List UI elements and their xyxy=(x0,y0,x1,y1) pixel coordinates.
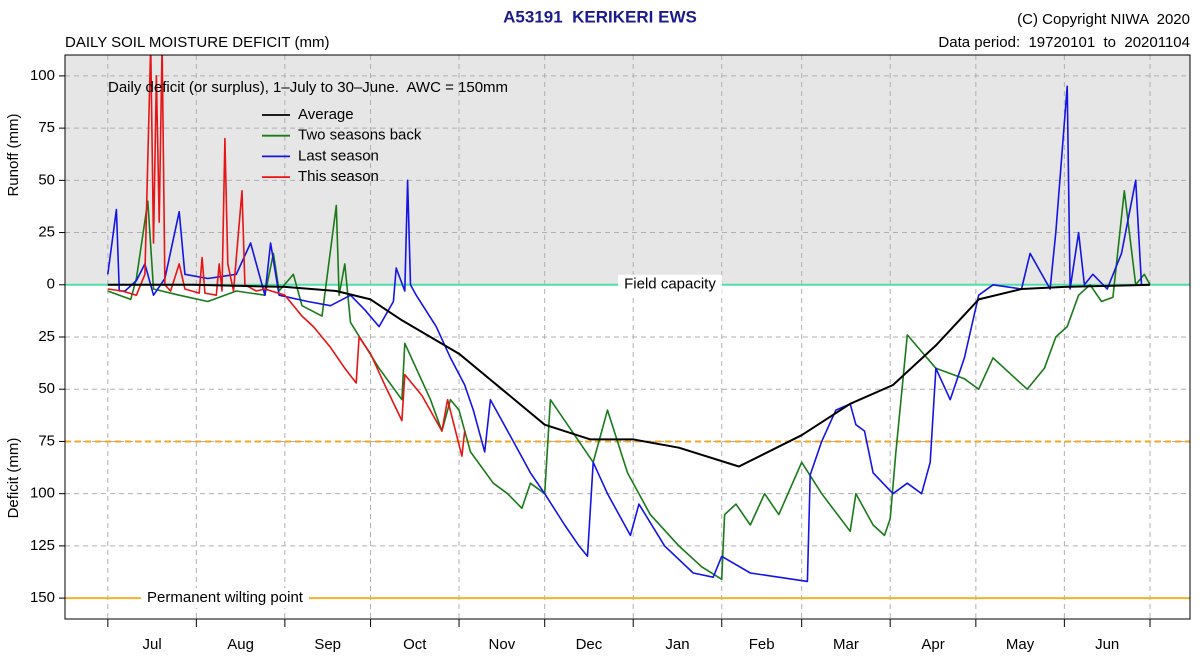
x-tick-label: Aug xyxy=(227,636,254,653)
y-tick-label: 25 xyxy=(38,224,55,241)
y-tick-label: 50 xyxy=(38,380,55,397)
x-tick-label: May xyxy=(1006,636,1035,653)
x-tick-label: Jun xyxy=(1095,636,1119,653)
y-tick-label: 100 xyxy=(30,485,55,502)
x-tick-label: Sep xyxy=(314,636,341,653)
reference-label: Permanent wilting point xyxy=(147,589,304,606)
y-tick-label: 25 xyxy=(38,328,55,345)
data-period: Data period: 19720101 to 20201104 xyxy=(938,34,1190,51)
series-line xyxy=(107,55,466,457)
y-axis-label: Runoff (mm) xyxy=(5,113,22,196)
x-tick-label: Feb xyxy=(749,636,775,653)
x-tick-label: Oct xyxy=(403,636,427,653)
label-background xyxy=(141,588,309,609)
x-tick-label: Jul xyxy=(142,636,161,653)
annotation: Daily deficit (or surplus), 1–July to 30… xyxy=(108,79,508,96)
series-line xyxy=(107,190,1151,581)
y-tick-label: 50 xyxy=(38,171,55,188)
legend-label: Two seasons back xyxy=(298,127,422,144)
runoff-zone xyxy=(65,55,1190,285)
y-tick-label: 0 xyxy=(47,276,55,293)
x-tick-label: Apr xyxy=(921,636,944,653)
series-line xyxy=(107,283,1151,468)
legend-label: This season xyxy=(298,168,379,185)
y-tick-label: 150 xyxy=(30,589,55,606)
reference-label: Field capacity xyxy=(624,276,716,293)
plot-frame xyxy=(64,54,1191,620)
copyright: (C) Copyright NIWA 2020 xyxy=(1017,11,1190,28)
y-tick-label: 125 xyxy=(30,537,55,554)
x-tick-label: Nov xyxy=(489,636,516,653)
legend-label: Last season xyxy=(298,147,379,164)
series-line xyxy=(107,85,1150,583)
x-tick-label: Dec xyxy=(576,636,603,653)
plot-area xyxy=(107,55,1151,583)
chart-title: A53191 KERIKERI EWS xyxy=(503,7,697,26)
label-background xyxy=(618,274,722,295)
y-tick-label: 100 xyxy=(30,67,55,84)
y-tick-label: 75 xyxy=(38,432,55,449)
chart-subtitle: DAILY SOIL MOISTURE DEFICIT (mm) xyxy=(65,34,329,51)
y-tick-label: 75 xyxy=(38,119,55,136)
x-tick-label: Mar xyxy=(833,636,859,653)
x-tick-label: Jan xyxy=(665,636,689,653)
y-axis-label: Deficit (mm) xyxy=(5,438,22,519)
legend-label: Average xyxy=(298,106,354,123)
